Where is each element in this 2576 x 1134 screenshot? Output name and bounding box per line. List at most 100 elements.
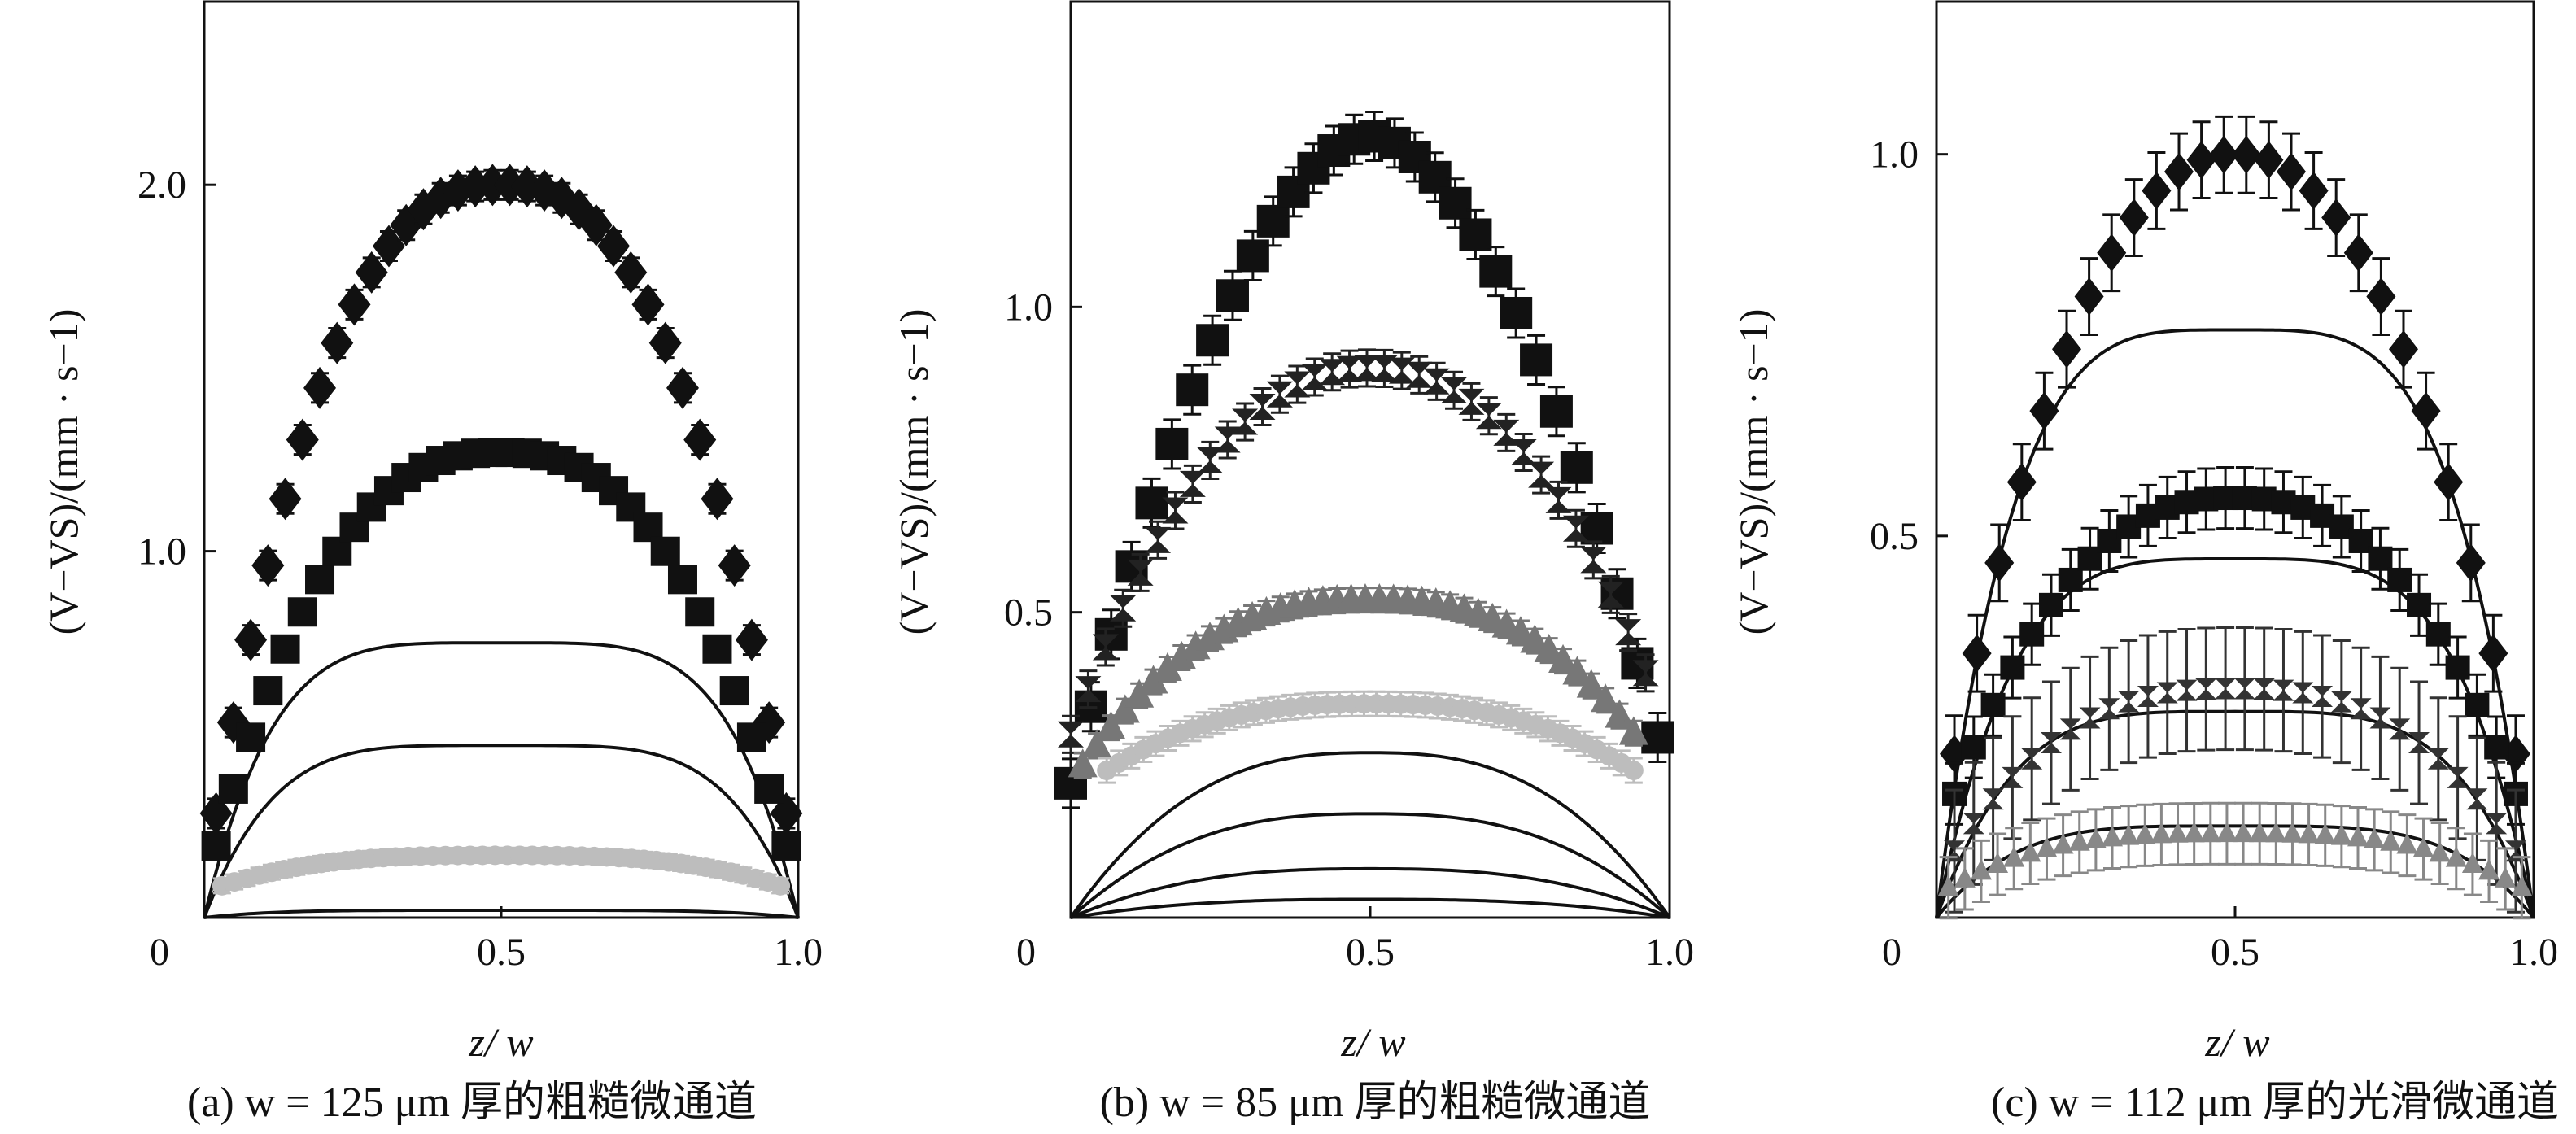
x-tick-label: 0: [1882, 931, 1901, 974]
y-axis-label-a: (V−VS)/(mm · s−1): [41, 309, 86, 635]
hourglass-data-point: [2079, 707, 2101, 729]
square-data-point: [1539, 395, 1573, 428]
triangle-data-point: [1082, 729, 1112, 758]
y-ticks-a: 1.0 2.0: [138, 164, 216, 574]
x-axis-label-c: z/ w: [2204, 1019, 2269, 1065]
diamond-data-point: [579, 203, 613, 246]
square-data-point: [2058, 567, 2083, 592]
model-curve-1: [203, 641, 800, 918]
diamond-data-point: [303, 366, 337, 409]
hourglass-data-point: [2369, 707, 2391, 729]
data-series-3: [1944, 626, 2526, 914]
square-data-point: [685, 597, 715, 627]
diamond-data-point: [2074, 277, 2104, 316]
diamond-data-point: [597, 225, 631, 268]
triangle-data-point: [1068, 748, 1098, 778]
diamond-data-point: [2343, 233, 2373, 273]
square-data-point: [201, 831, 231, 861]
square-data-point: [253, 676, 283, 706]
square-data-point: [1520, 343, 1553, 377]
triangle-data-point: [1167, 640, 1197, 669]
diamond-data-point: [2434, 463, 2464, 502]
hourglass-data-point: [1423, 368, 1450, 395]
y-tick-label: 0.5: [1870, 515, 1919, 558]
diamond-data-point: [2052, 329, 2082, 369]
hourglass-data-point: [1528, 461, 1555, 488]
caption-c: (c) w = 112 μm 厚的光滑微通道: [1991, 1079, 2559, 1126]
diamond-data-point: [355, 251, 388, 294]
diamond-data-point: [614, 251, 648, 294]
square-data-point: [305, 565, 335, 595]
x-axis-label-a: z/ w: [468, 1019, 533, 1065]
data-series-2: [201, 438, 801, 861]
triangle-data-point: [2495, 866, 2517, 888]
hourglass-data-point: [1458, 388, 1485, 415]
hourglass-data-point: [1162, 497, 1189, 524]
diamond-data-point: [631, 283, 665, 326]
model-curve-3: [1070, 866, 1670, 919]
square-data-point: [736, 722, 766, 752]
y-tick-label: 1.0: [138, 530, 186, 574]
model-curve-3: [1935, 709, 2535, 918]
data-series-2: [1058, 348, 1659, 754]
triangle-data-point: [1181, 630, 1211, 660]
square-data-point: [667, 565, 697, 595]
diamond-data-point: [2164, 152, 2194, 191]
triangle-data-point: [2085, 827, 2107, 848]
hourglass-data-point: [1145, 526, 1172, 553]
square-data-point: [236, 722, 266, 752]
diamond-data-point: [234, 618, 268, 661]
plot-frame-c: [1935, 0, 2535, 919]
triangle-data-point: [1096, 710, 1126, 740]
square-data-point: [218, 774, 248, 804]
y-tick-label: 1.0: [1870, 133, 1919, 177]
hourglass-data-point: [2350, 698, 2372, 720]
square-data-point: [771, 831, 801, 861]
panel-c: 0.5 1.0 0 0.5 1.0 (V−VS)/(mm · s−1) z/ w (c…: [1731, 0, 2559, 1126]
diamond-data-point: [2456, 543, 2486, 582]
hourglass-data-point: [2447, 766, 2469, 788]
square-data-point: [1155, 427, 1189, 460]
triangle-data-point: [2380, 830, 2402, 851]
triangle-data-point: [2052, 833, 2074, 854]
diamond-data-point: [2411, 391, 2441, 430]
diamond-data-point: [2119, 198, 2149, 237]
triangle-data-point: [2019, 841, 2041, 862]
data-series-1: [1054, 110, 1674, 809]
triangle-data-point: [1618, 716, 1648, 745]
x-tick-label: 0: [1016, 931, 1036, 974]
hourglass-data-point: [1197, 447, 1224, 473]
triangle-data-point: [1520, 624, 1550, 653]
hourglass-data-point: [2466, 788, 2488, 810]
triangle-data-point: [1562, 656, 1592, 685]
diamond-data-point: [251, 544, 285, 587]
x-ticks-b: 0 0.5 1.0: [1016, 906, 1694, 974]
model-curve-2: [203, 744, 800, 918]
triangle-data-point: [2445, 846, 2467, 867]
diamond-data-point: [2029, 391, 2059, 430]
hourglass-data-point: [2233, 678, 2255, 700]
square-data-point: [1479, 255, 1513, 288]
square-data-point: [1560, 451, 1593, 484]
diamond-data-point: [648, 321, 682, 364]
hourglass-data-point: [1580, 547, 1607, 574]
hourglass-data-point: [1353, 355, 1380, 382]
hourglass-data-point: [2002, 766, 2024, 788]
x-tick-label: 0: [150, 931, 169, 974]
hourglass-data-point: [2059, 718, 2081, 740]
hourglass-data-point: [2156, 682, 2178, 704]
square-data-point: [1236, 239, 1269, 273]
data-series-2: [1942, 465, 2528, 826]
data-marks-a: [199, 164, 803, 919]
diamond-data-point: [321, 321, 354, 364]
model-curve-4: [1070, 897, 1670, 919]
hourglass-data-point: [1632, 660, 1659, 687]
hourglass-data-point: [1266, 381, 1293, 408]
square-data-point: [2019, 622, 2045, 647]
hourglass-data-point: [1406, 361, 1433, 388]
triangle-data-point: [2216, 821, 2238, 843]
hourglass-data-point: [2312, 686, 2334, 708]
triangle-data-point: [1987, 852, 2009, 873]
triangle-data-point: [2364, 827, 2386, 848]
square-data-point: [1641, 721, 1674, 754]
